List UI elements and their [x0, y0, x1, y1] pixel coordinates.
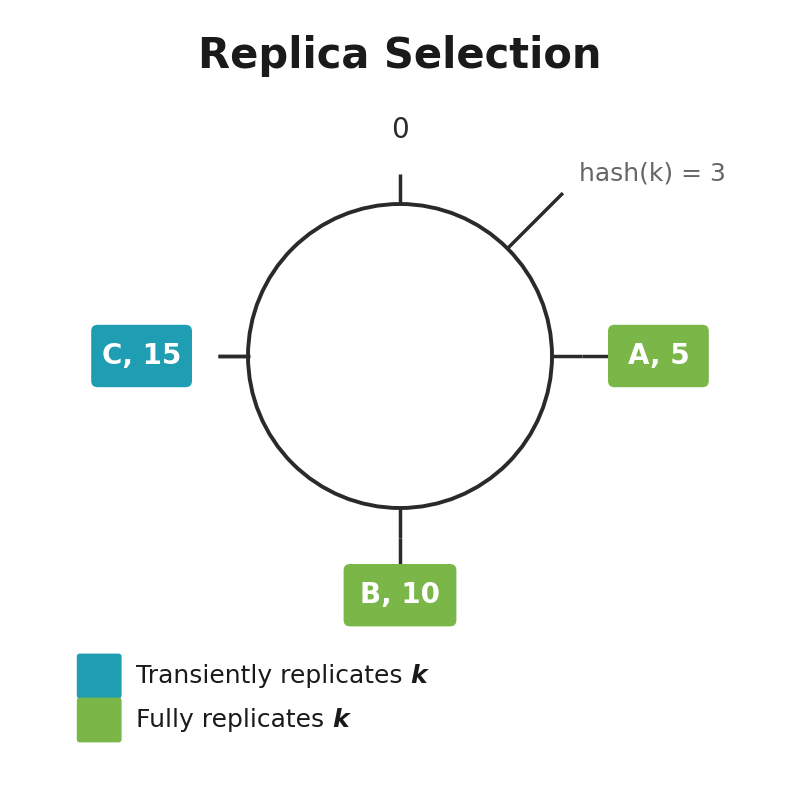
Text: C, 15: C, 15 — [102, 342, 182, 370]
Text: Replica Selection: Replica Selection — [198, 35, 602, 77]
Text: B, 10: B, 10 — [360, 581, 440, 609]
FancyBboxPatch shape — [608, 325, 709, 387]
Text: hash(k) = 3: hash(k) = 3 — [579, 161, 726, 185]
Text: 0: 0 — [391, 115, 409, 143]
Text: A, 5: A, 5 — [627, 342, 690, 370]
FancyBboxPatch shape — [77, 654, 122, 698]
Text: Transiently replicates: Transiently replicates — [136, 664, 410, 688]
FancyBboxPatch shape — [91, 325, 192, 387]
FancyBboxPatch shape — [77, 698, 122, 742]
Text: k: k — [410, 664, 427, 688]
Text: k: k — [332, 708, 349, 732]
FancyBboxPatch shape — [344, 564, 456, 626]
Text: Fully replicates: Fully replicates — [136, 708, 332, 732]
